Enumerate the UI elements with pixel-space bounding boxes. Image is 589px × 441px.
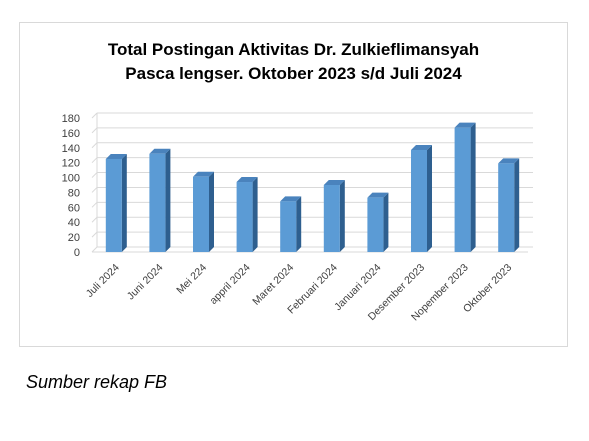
gridline-side bbox=[91, 127, 98, 134]
gridline-side bbox=[91, 142, 98, 149]
bar-side bbox=[209, 171, 214, 252]
bar-side bbox=[252, 177, 258, 252]
gridline-side bbox=[91, 231, 98, 238]
bar-side bbox=[383, 192, 389, 252]
bar-top bbox=[498, 158, 520, 164]
bar bbox=[411, 150, 427, 252]
bar-side bbox=[339, 180, 345, 252]
bar bbox=[193, 176, 209, 252]
y-tick-label: 20 bbox=[68, 232, 80, 244]
chart-title-line1: Total Postingan Aktivitas Dr. Zulkieflim… bbox=[107, 40, 480, 59]
gridline-side bbox=[91, 246, 98, 253]
gridline-side bbox=[91, 172, 98, 178]
chart-title: Total Postingan Aktivitas Dr. Zulkieflim… bbox=[19, 38, 568, 86]
bar-top bbox=[193, 171, 214, 177]
gridline-side bbox=[91, 201, 98, 208]
bar-side bbox=[121, 153, 127, 252]
bar bbox=[498, 163, 515, 252]
bar-side bbox=[296, 196, 302, 252]
y-tick-label: 180 bbox=[62, 113, 80, 125]
y-tick-label: 80 bbox=[68, 187, 80, 199]
y-tick-label: 120 bbox=[62, 158, 80, 170]
bar-top bbox=[105, 153, 127, 159]
y-tick-label: 60 bbox=[68, 202, 80, 214]
bar bbox=[454, 127, 471, 252]
bar bbox=[236, 182, 253, 252]
bar-top bbox=[454, 122, 476, 128]
x-tick-label: Juli 2024 bbox=[84, 262, 122, 300]
gridline-side bbox=[91, 157, 98, 164]
y-tick-label: 0 bbox=[74, 247, 80, 259]
bar bbox=[105, 158, 122, 252]
bar-top bbox=[323, 180, 345, 185]
y-tick-label: 140 bbox=[62, 143, 80, 155]
y-tick-label: 40 bbox=[68, 217, 80, 229]
bar bbox=[323, 185, 340, 252]
y-tick-label: 100 bbox=[62, 173, 80, 185]
bar-top bbox=[367, 192, 389, 198]
x-tick-label: Juni 2024 bbox=[125, 262, 166, 303]
chart-title-line2: Pasca lengser. Oktober 2023 s/d Juli 202… bbox=[125, 64, 462, 83]
bar bbox=[280, 201, 297, 252]
x-tick-label: Mei 224 bbox=[174, 262, 209, 297]
bar-top bbox=[411, 145, 432, 151]
gridline-side bbox=[91, 216, 98, 223]
bar-side bbox=[470, 122, 476, 252]
x-tick-label: appril 2024 bbox=[207, 262, 252, 307]
bar bbox=[149, 153, 166, 252]
bar-side bbox=[165, 148, 171, 252]
gridline-side bbox=[91, 187, 98, 193]
bar-top bbox=[280, 196, 302, 202]
x-tick-label: Maret 2024 bbox=[250, 262, 296, 308]
bar bbox=[367, 197, 384, 252]
gridline-side bbox=[91, 112, 98, 119]
bar-side bbox=[514, 158, 520, 252]
bar-top bbox=[149, 148, 171, 154]
y-tick-label: 160 bbox=[62, 128, 80, 140]
bar-side bbox=[427, 145, 432, 252]
bar-top bbox=[236, 177, 258, 183]
source-caption: Sumber rekap FB bbox=[26, 372, 168, 392]
